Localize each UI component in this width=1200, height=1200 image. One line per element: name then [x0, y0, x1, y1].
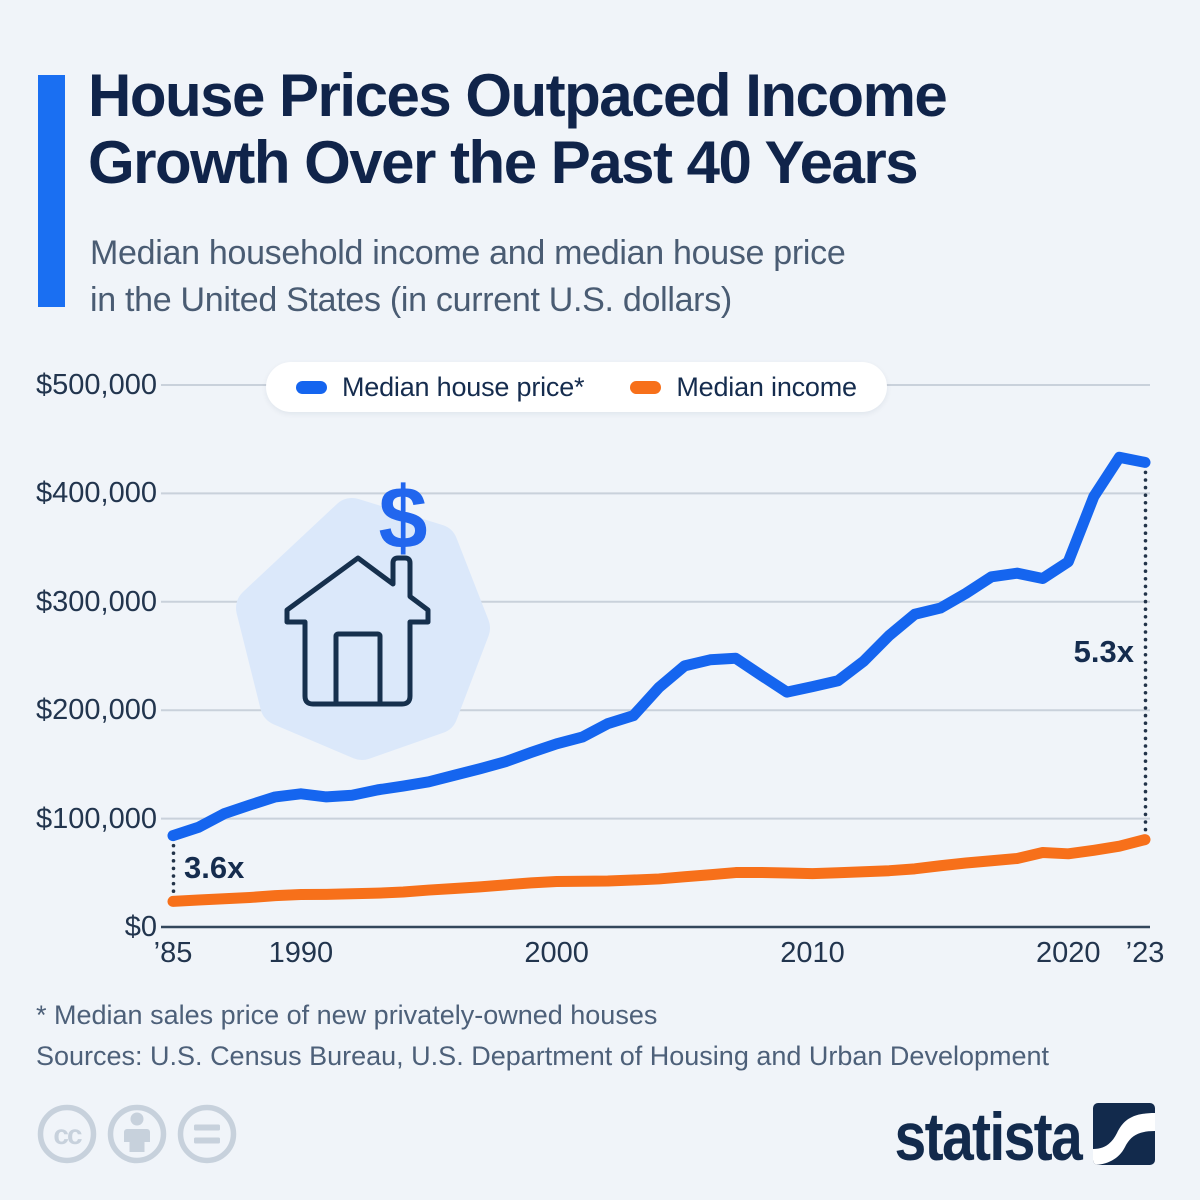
chart-sources: Sources: U.S. Census Bureau, U.S. Depart… [36, 1041, 1050, 1071]
statista-logo: statista [859, 1098, 1156, 1176]
x-axis-tick-label: 2010 [780, 937, 845, 969]
chart-footnote: * Median sales price of new privately-ow… [36, 1000, 658, 1030]
license-icons: cc [37, 1104, 237, 1164]
attribution-icon [107, 1104, 167, 1164]
ratio-dotted-lines [171, 470, 1148, 894]
x-axis-tick-label: ’23 [1125, 937, 1165, 969]
y-axis-tick-label: $300,000 [36, 585, 157, 618]
page-title: House Prices Outpaced Income Growth Over… [88, 62, 948, 196]
chart-series [167, 451, 1151, 907]
y-axis-tick-label: $500,000 [36, 369, 157, 401]
house-icon-blob [236, 498, 490, 760]
svg-text:cc: cc [53, 1119, 82, 1150]
x-axis-tick-label: 2000 [524, 937, 589, 969]
house-price-legend-dash [296, 380, 327, 394]
accent-bar [38, 75, 65, 307]
x-axis-tick-label: 1990 [268, 937, 334, 969]
creative-commons-icon: cc [37, 1104, 97, 1164]
house-price-legend-label: Median house price* [342, 371, 585, 402]
income-legend-dash [630, 380, 662, 394]
chart-legend: Median house price* Median income [266, 362, 887, 412]
legend-item-house-price: Median house price* [296, 371, 585, 403]
house-door [333, 631, 383, 707]
y-axis-tick-label: $0 [124, 911, 157, 943]
page-subtitle: Median household income and median house… [90, 230, 846, 324]
no-derivatives-icon [177, 1104, 237, 1164]
subtitle-line-1: Median household income and median house… [90, 234, 846, 272]
x-axis-tick-label: ’85 [153, 937, 193, 969]
income-line [167, 834, 1151, 907]
subtitle-line-2: in the United States (in current U.S. do… [90, 281, 732, 319]
house-icon: $ [236, 468, 490, 760]
x-axis-tick-label: 2020 [1035, 937, 1101, 969]
ratio-annotation-2023: 5.3x [1073, 634, 1134, 669]
ratio-annotation-1985: 3.6x [184, 850, 245, 885]
title-line-2: Growth Over the Past 40 Years [88, 129, 919, 196]
statista-logo-mark [1093, 1103, 1155, 1165]
y-axis-tick-label: $100,000 [36, 802, 157, 835]
y-axis-tick-label: $200,000 [36, 694, 157, 727]
income-legend-label: Median income [676, 371, 857, 402]
statista-mark-spacer [1094, 1106, 1156, 1168]
house-outline [284, 555, 431, 707]
dollar-sign-icon: $ [379, 468, 428, 567]
y-axis-tick-label: $400,000 [36, 477, 157, 510]
house-price-line [167, 451, 1151, 842]
legend-item-income: Median income [630, 372, 857, 403]
statista-wordmark: statista [894, 1099, 1082, 1175]
title-line-1: House Prices Outpaced Income [88, 62, 948, 129]
